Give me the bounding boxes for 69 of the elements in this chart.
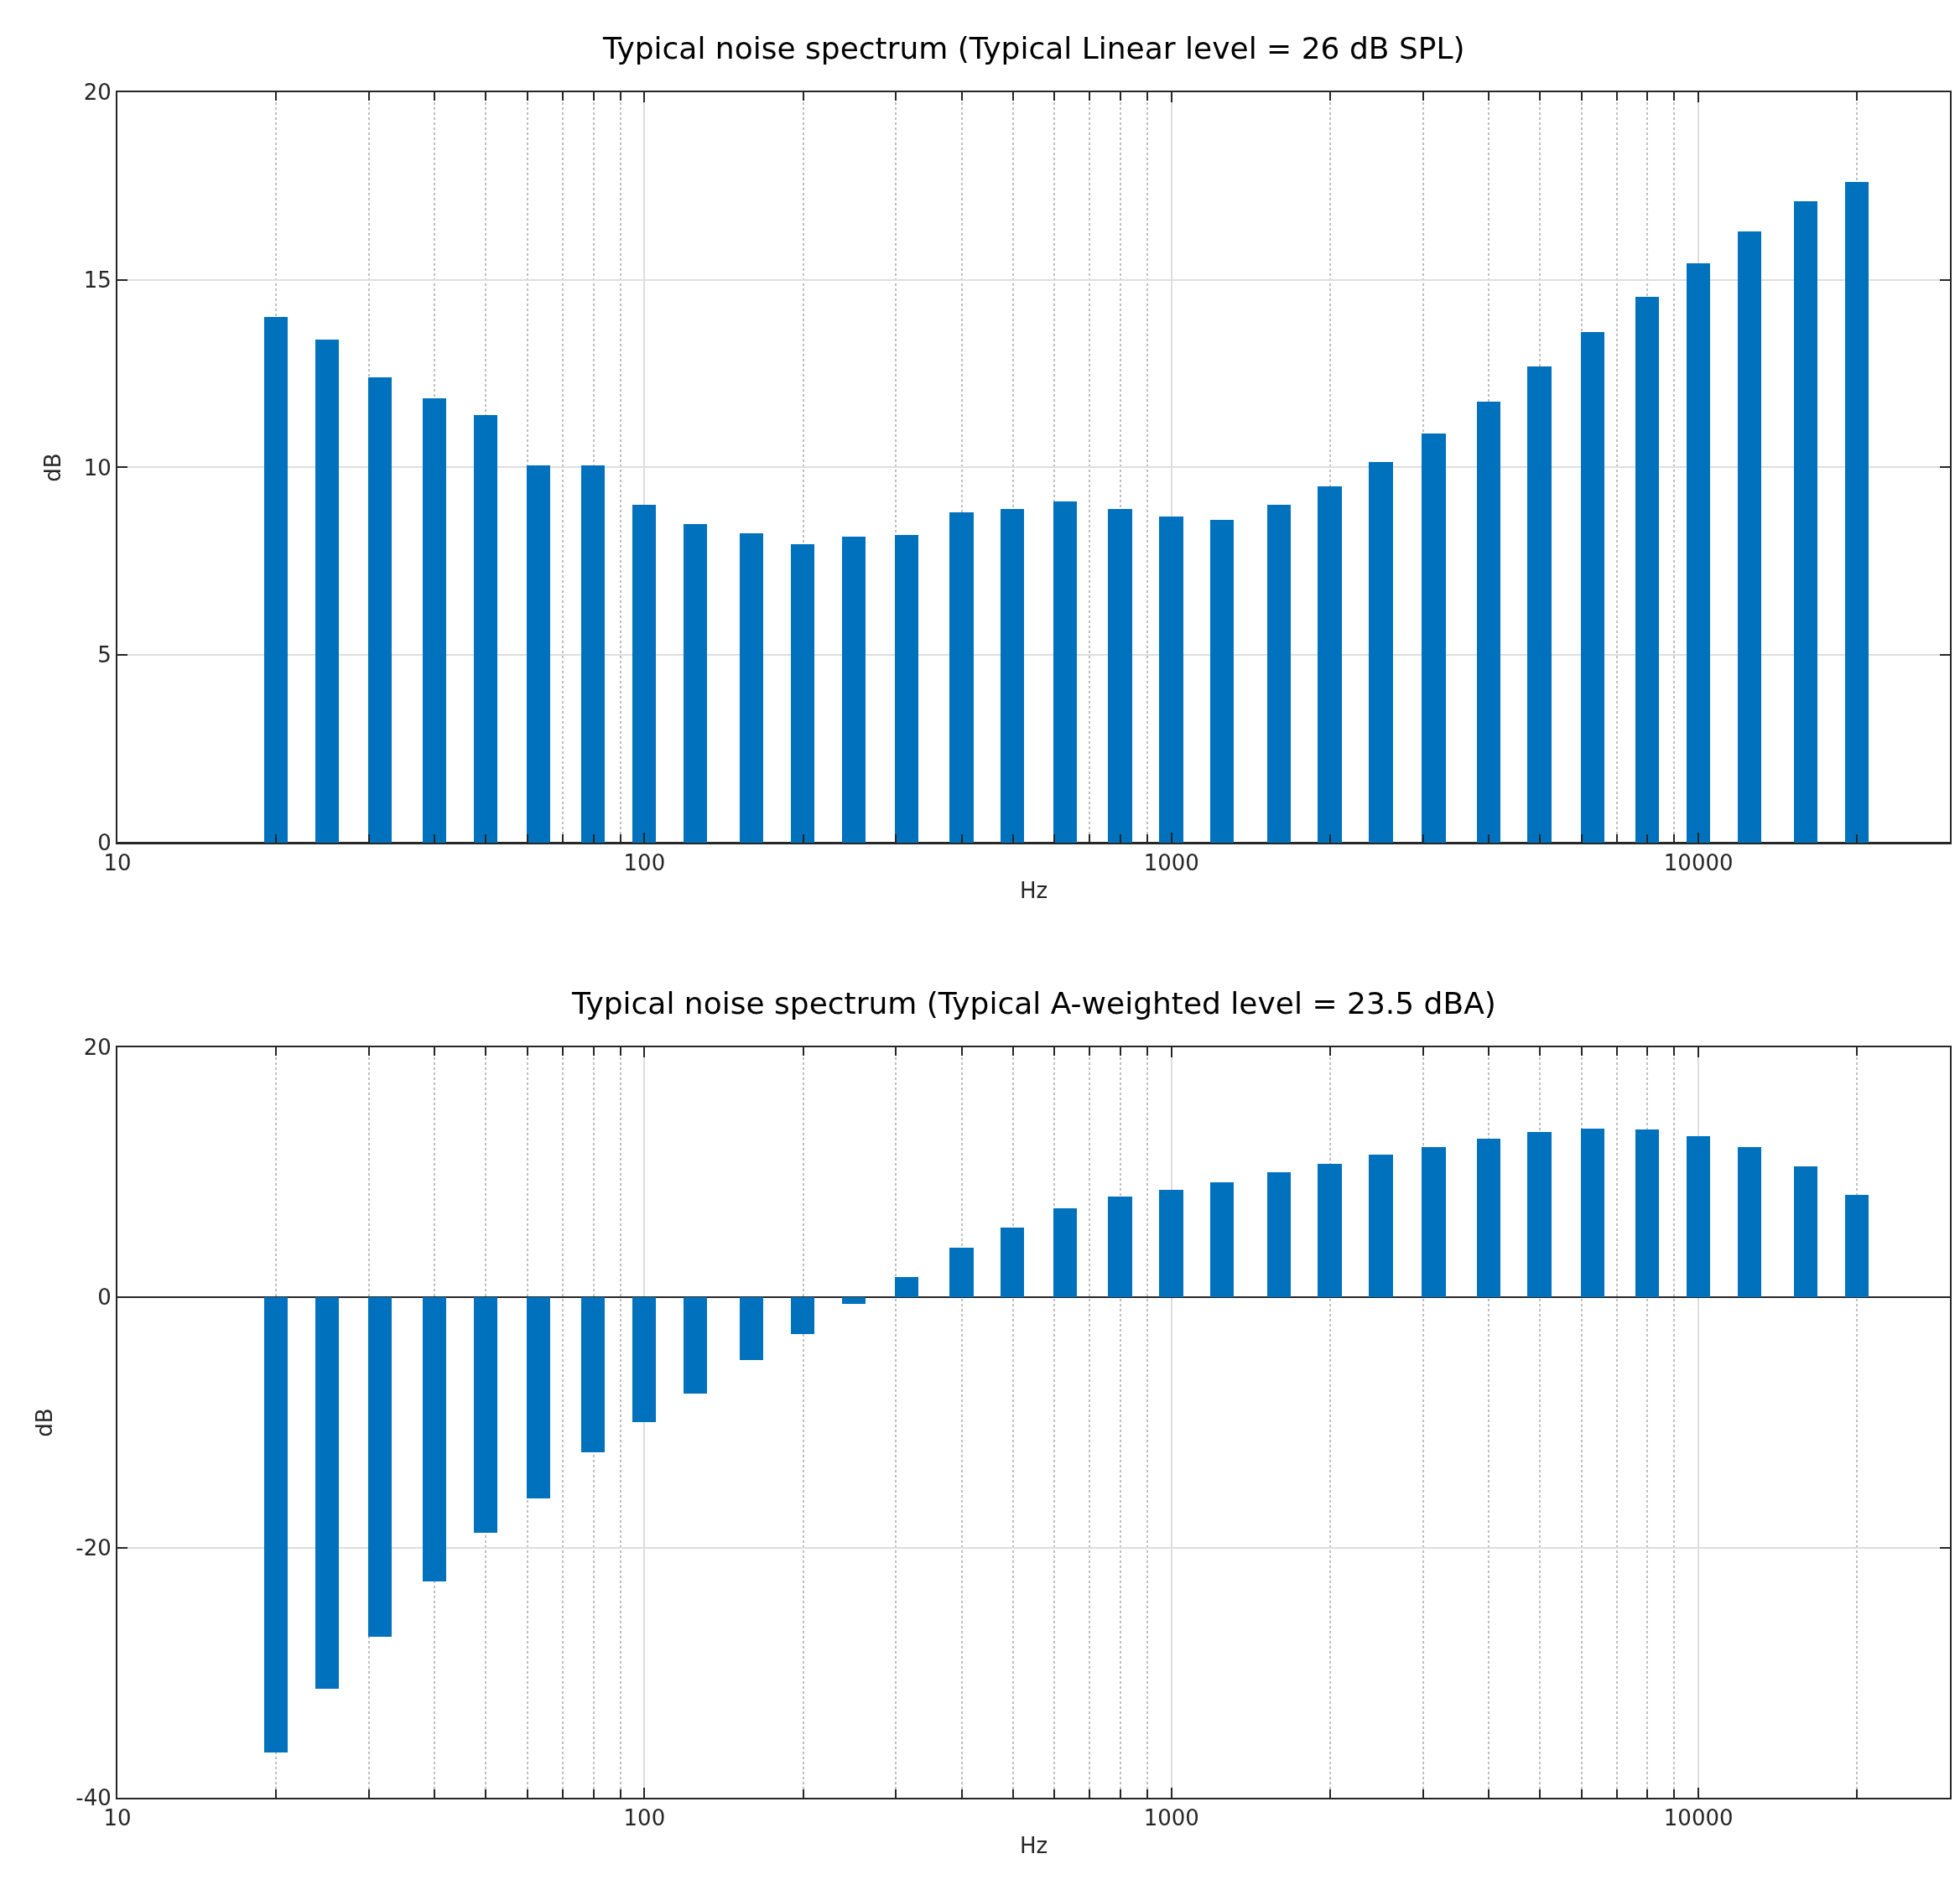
- bar: [1210, 1182, 1234, 1298]
- bar: [423, 398, 446, 843]
- bar: [1422, 434, 1446, 843]
- y-tick-label: 0: [97, 1285, 112, 1311]
- x-tick-label: 10000: [1663, 850, 1734, 876]
- bar: [1527, 366, 1552, 843]
- y-tick-label: 20: [83, 80, 112, 106]
- bar: [423, 1297, 446, 1582]
- bar: [368, 377, 392, 843]
- bar: [1001, 1228, 1024, 1298]
- x-tick-label: 1000: [1143, 1805, 1199, 1831]
- bar: [632, 1297, 656, 1423]
- bar: [842, 1297, 866, 1305]
- bar: [791, 1297, 814, 1335]
- x-tick-label: 100: [623, 850, 666, 876]
- bar: [368, 1297, 392, 1638]
- bar: [1527, 1132, 1552, 1298]
- bar: [1738, 1147, 1761, 1298]
- x-axis-title: Hz: [1019, 878, 1048, 904]
- bar: [1210, 520, 1234, 843]
- y-tick-label: 5: [97, 642, 112, 668]
- y-tick-label: 20: [83, 1035, 112, 1061]
- bar: [315, 340, 339, 843]
- bar: [1581, 1129, 1604, 1298]
- x-axis-title: Hz: [1019, 1833, 1048, 1859]
- bar: [474, 1297, 497, 1534]
- y-axis-title: dB: [39, 453, 65, 482]
- bar: [1477, 402, 1500, 843]
- bar: [684, 524, 707, 843]
- y-tick-label: 15: [83, 267, 112, 293]
- bar: [949, 512, 974, 843]
- chart-title: Typical noise spectrum (Typical A-weighted level = 23.5 dBA): [571, 986, 1496, 1020]
- bar: [1477, 1139, 1500, 1298]
- bar: [1738, 231, 1761, 843]
- bar: [315, 1297, 339, 1690]
- bar: [1159, 517, 1183, 843]
- bar: [842, 537, 866, 843]
- bar: [632, 505, 656, 843]
- y-axis-title: dB: [32, 1408, 58, 1437]
- bar: [1687, 1136, 1710, 1298]
- bar: [1845, 1195, 1869, 1298]
- x-tick-label: 100: [623, 1805, 666, 1831]
- bar: [1053, 501, 1077, 843]
- bar: [1318, 1164, 1342, 1298]
- x-tick-label: 1000: [1143, 850, 1199, 876]
- bar: [949, 1248, 974, 1298]
- bar: [527, 465, 550, 843]
- bar: [1581, 332, 1604, 843]
- bar: [895, 535, 918, 843]
- x-tick-label: 10000: [1663, 1805, 1734, 1831]
- y-tick-label: -20: [75, 1534, 112, 1560]
- bar: [684, 1297, 707, 1394]
- chart-title: Typical noise spectrum (Typical Linear level = 26 dB SPL): [602, 31, 1465, 65]
- bar: [1318, 486, 1342, 843]
- bar: [1845, 182, 1869, 843]
- bar: [527, 1297, 550, 1499]
- bar: [1422, 1147, 1446, 1298]
- bar: [1369, 462, 1393, 843]
- y-tick-label: 10: [83, 454, 112, 480]
- bar: [474, 415, 497, 843]
- bar: [1369, 1155, 1393, 1298]
- bar: [791, 544, 814, 843]
- bar: [895, 1277, 918, 1298]
- bar: [1159, 1190, 1183, 1298]
- bar: [1053, 1208, 1077, 1298]
- bar: [264, 317, 288, 843]
- bar: [1001, 509, 1024, 843]
- bar: [1687, 263, 1710, 843]
- bar: [264, 1297, 288, 1753]
